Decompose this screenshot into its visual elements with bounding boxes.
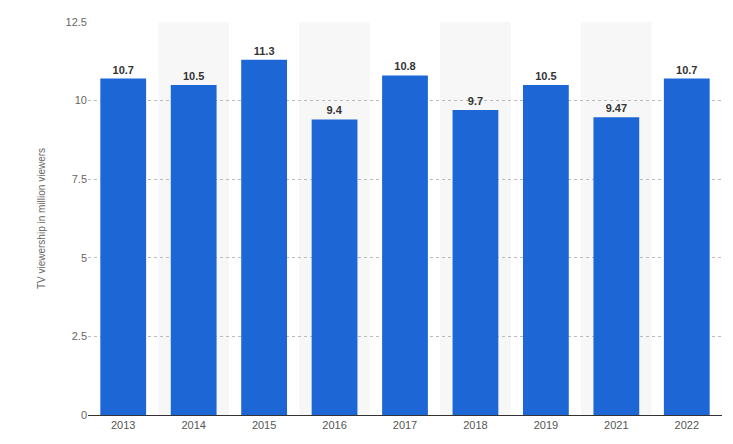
svg-text:TV viewership in million viewe: TV viewership in million viewers [36, 148, 47, 289]
svg-text:2016: 2016 [322, 419, 346, 431]
svg-text:12.5: 12.5 [66, 16, 87, 28]
svg-text:10.7: 10.7 [113, 64, 134, 76]
svg-text:5: 5 [81, 252, 87, 264]
svg-text:10.5: 10.5 [535, 70, 556, 82]
svg-text:9.4: 9.4 [326, 104, 342, 116]
svg-text:10: 10 [75, 94, 87, 106]
svg-text:7.5: 7.5 [72, 173, 87, 185]
svg-text:10.7: 10.7 [676, 64, 697, 76]
svg-text:0: 0 [81, 409, 87, 421]
svg-text:2021: 2021 [604, 419, 628, 431]
svg-text:2.5: 2.5 [72, 330, 87, 342]
svg-text:2014: 2014 [181, 419, 205, 431]
svg-text:10.5: 10.5 [183, 70, 204, 82]
svg-text:11.3: 11.3 [254, 45, 275, 57]
svg-text:10.8: 10.8 [394, 60, 415, 72]
svg-text:9.47: 9.47 [606, 102, 627, 114]
svg-text:2018: 2018 [463, 419, 487, 431]
svg-text:2022: 2022 [675, 419, 699, 431]
svg-text:2013: 2013 [111, 419, 135, 431]
svg-text:9.7: 9.7 [468, 95, 483, 107]
svg-text:2019: 2019 [534, 419, 558, 431]
svg-text:2015: 2015 [252, 419, 276, 431]
svg-text:2017: 2017 [393, 419, 417, 431]
